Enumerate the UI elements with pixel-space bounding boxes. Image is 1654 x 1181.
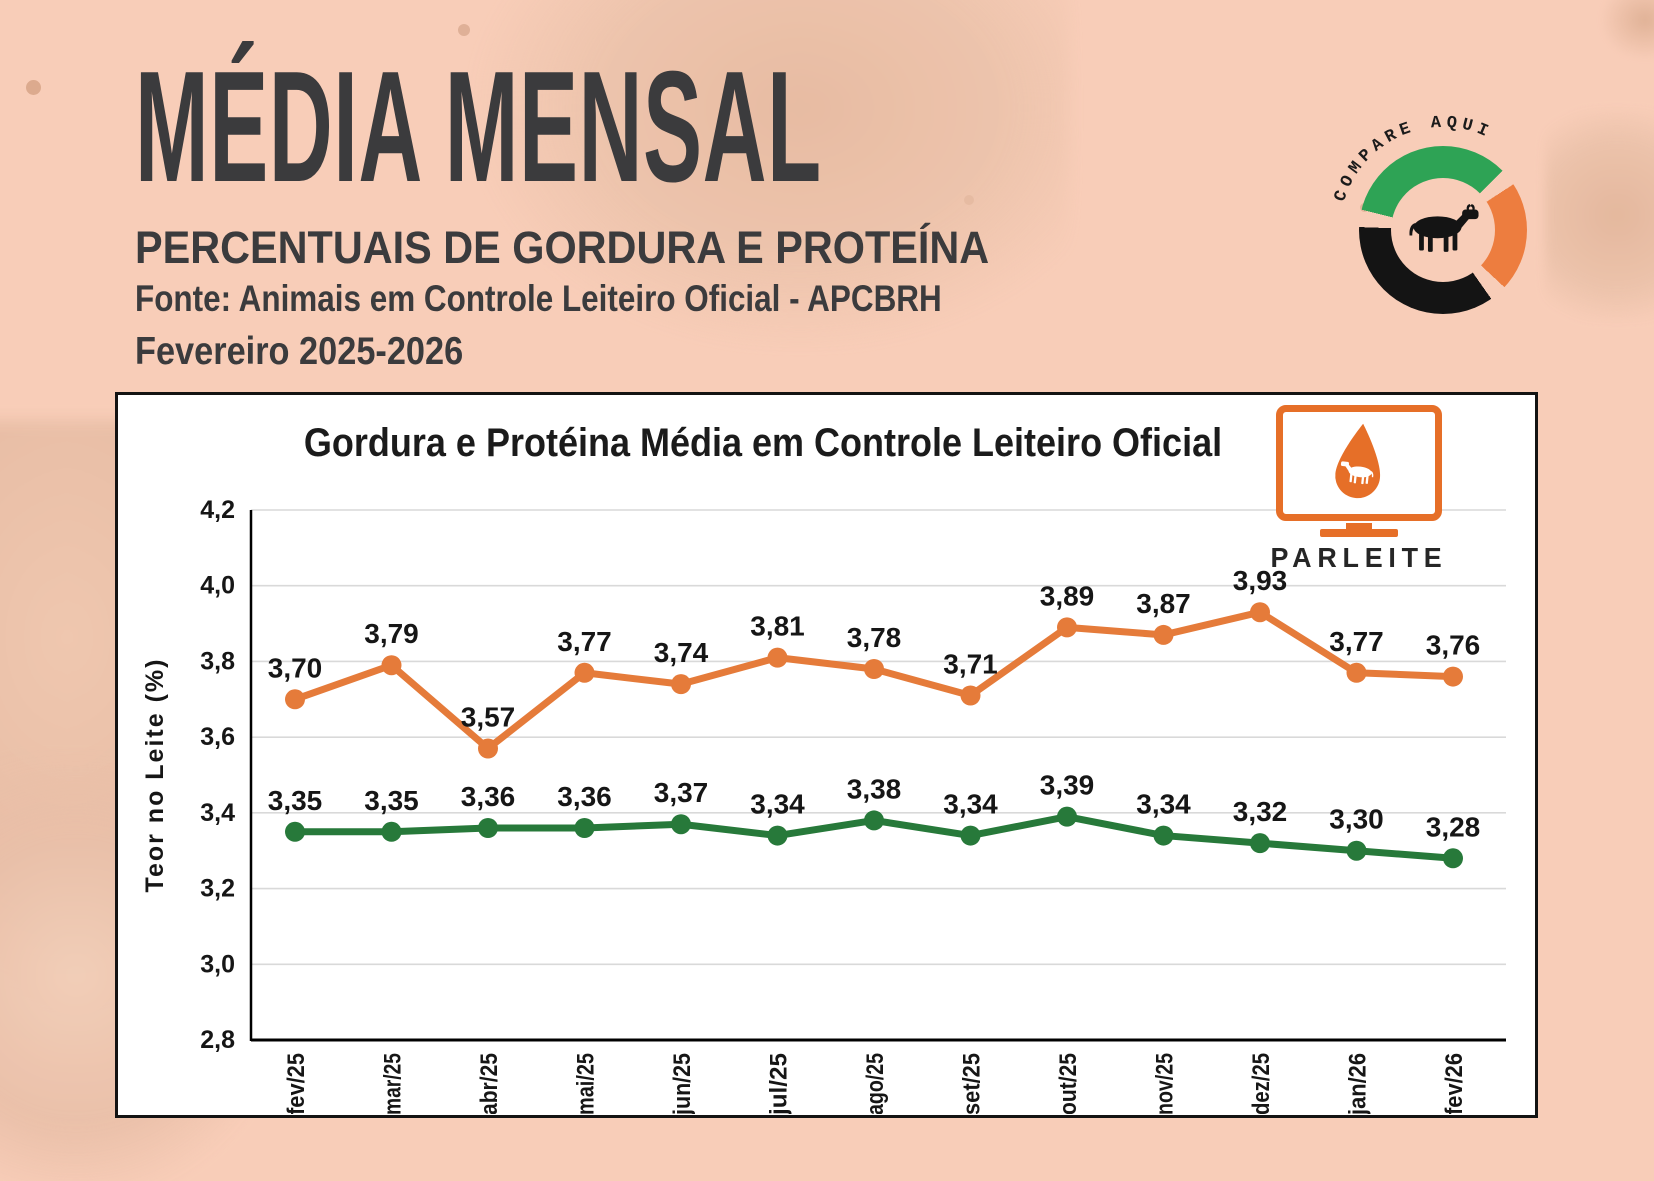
series-gordura-data-label: 3,81 (750, 611, 805, 642)
series-gordura-data-label: 3,78 (847, 622, 902, 653)
series-gordura-data-label: 3,89 (1040, 580, 1095, 611)
x-tick-label: set/25 (959, 1053, 986, 1114)
x-tick-label: jul/25 (766, 1053, 793, 1114)
x-tick-label: mar/25 (380, 1053, 407, 1114)
series-proteína-data-label: 3,30 (1329, 804, 1384, 835)
x-tick-label: dez/25 (1248, 1053, 1275, 1114)
y-tick-label: 3,6 (200, 723, 235, 751)
line-chart: 4,2 4,0 3,8 3,6 3,4 3,2 3,0 2,8 fev/25 mar/25 abr/… (141, 496, 1506, 1114)
page-subtitle: PERCENTUAIS DE GORDURA E PROTEÍNA (135, 222, 990, 273)
series-gordura-marker (1250, 602, 1270, 623)
x-tick-label: abr/25 (476, 1053, 503, 1114)
milk-splash-decoration (1600, 0, 1654, 60)
series-proteína-marker (864, 810, 884, 831)
series-proteína-data-label: 3,34 (943, 789, 998, 820)
series-proteína-marker (381, 821, 402, 842)
series-proteína-marker (960, 825, 981, 846)
x-tick-label: mai/25 (573, 1053, 600, 1114)
parleite-brand-text: PARLEITE (1270, 542, 1448, 573)
curved-brand-text: COMPARE AQUI (1331, 114, 1495, 205)
period-text: Fevereiro 2025-2026 (135, 330, 464, 373)
logo-center (1391, 178, 1495, 282)
series-proteína-marker (478, 818, 498, 838)
y-tick-label: 4,2 (200, 496, 235, 524)
y-tick-label: 2,8 (200, 1026, 235, 1054)
series-gordura-data-label: 3,77 (1329, 626, 1384, 657)
source-text: Fonte: Animais em Controle Leiteiro Ofic… (135, 278, 942, 319)
milk-drop-decoration (26, 80, 41, 95)
compare-aqui-logo: COMPARE AQUI (1320, 110, 1580, 360)
series-gordura-data-label: 3,87 (1136, 588, 1191, 619)
series-gordura-data-label: 3,76 (1426, 630, 1481, 661)
y-tick-label: 4,0 (200, 572, 235, 600)
series-proteína-marker (767, 825, 788, 846)
series-proteína-data-label: 3,37 (654, 777, 709, 808)
parleite-monitor-frame (1276, 405, 1442, 521)
cow-icon (1409, 204, 1479, 252)
series-proteína-data-label: 3,32 (1233, 796, 1288, 827)
series-gordura-marker (1443, 666, 1463, 687)
series-proteína-data-label: 3,28 (1426, 811, 1481, 842)
milk-drop-decoration (964, 195, 974, 205)
series-proteína-marker (1346, 840, 1367, 861)
x-tick-label: ago/25 (862, 1053, 889, 1114)
chart-card: Gordura e Protéina Média em Controle Lei… (115, 392, 1538, 1118)
parleite-stand-neck (1346, 523, 1372, 529)
y-tick-label: 3,0 (200, 950, 235, 978)
milk-drop-icon (1335, 423, 1380, 499)
series-proteína-marker (671, 814, 691, 835)
series-proteína-data-label: 3,34 (750, 789, 805, 820)
series-gordura-data-label: 3,79 (364, 618, 419, 649)
series-proteína-marker (285, 821, 305, 842)
series-proteína-marker (574, 818, 595, 838)
series-proteína-marker (1153, 825, 1174, 846)
series-gordura-marker (574, 662, 595, 683)
series-proteína-data-label: 3,38 (847, 773, 902, 804)
series-gordura-data-label: 3,57 (461, 702, 516, 733)
page-title: MÉDIA MENSAL (135, 39, 822, 215)
series-proteína-data-label: 3,36 (557, 781, 612, 812)
series-gordura-data-label: 3,74 (654, 637, 709, 668)
y-tick-label: 3,4 (200, 799, 235, 827)
series-gordura-marker (285, 689, 305, 710)
chart-title: Gordura e Protéina Média em Controle Lei… (303, 421, 1223, 465)
parleite-logo: PARLEITE (1266, 405, 1452, 574)
series-proteína-marker (1057, 806, 1077, 827)
series-gordura-marker (960, 685, 981, 706)
series-gordura-marker (1057, 617, 1077, 638)
x-tick-label: fev/26 (1441, 1053, 1468, 1114)
series-gordura-data-label: 3,77 (557, 626, 612, 657)
series-gordura-marker (1153, 624, 1174, 645)
series-gordura-marker (864, 659, 884, 679)
series-proteína-data-label: 3,35 (268, 785, 323, 816)
series-proteína-data-label: 3,39 (1040, 770, 1095, 801)
series-proteína-data-label: 3,36 (461, 781, 516, 812)
x-tick-label: fev/25 (283, 1053, 310, 1114)
y-tick-label: 3,8 (200, 647, 235, 675)
x-tick-label: out/25 (1055, 1053, 1082, 1114)
series-proteína-marker (1443, 848, 1463, 869)
parleite-stand-base (1320, 529, 1398, 537)
series-proteína-data-label: 3,34 (1136, 789, 1191, 820)
series-gordura-marker (478, 738, 498, 759)
x-tick-label: nov/25 (1152, 1053, 1179, 1114)
x-tick-label: jan/26 (1345, 1053, 1372, 1114)
milk-drop-decoration (458, 24, 470, 36)
series-gordura-data-label: 3,93 (1233, 565, 1288, 596)
svg-text:COMPARE AQUI: COMPARE AQUI (1331, 114, 1495, 205)
x-tick-label: jun/25 (669, 1053, 696, 1114)
y-axis-title: Teor no Leite (%) (141, 658, 169, 893)
series-gordura-marker (671, 674, 691, 695)
series-gordura-marker (767, 647, 788, 668)
series-gordura-data-label: 3,71 (943, 649, 998, 680)
y-tick-label: 3,2 (200, 875, 235, 903)
series-proteína-data-label: 3,35 (364, 785, 419, 816)
series-gordura-marker (381, 655, 402, 676)
series-proteína-marker (1250, 833, 1270, 854)
series-gordura-marker (1346, 662, 1367, 683)
series-gordura-data-label: 3,70 (268, 652, 323, 683)
